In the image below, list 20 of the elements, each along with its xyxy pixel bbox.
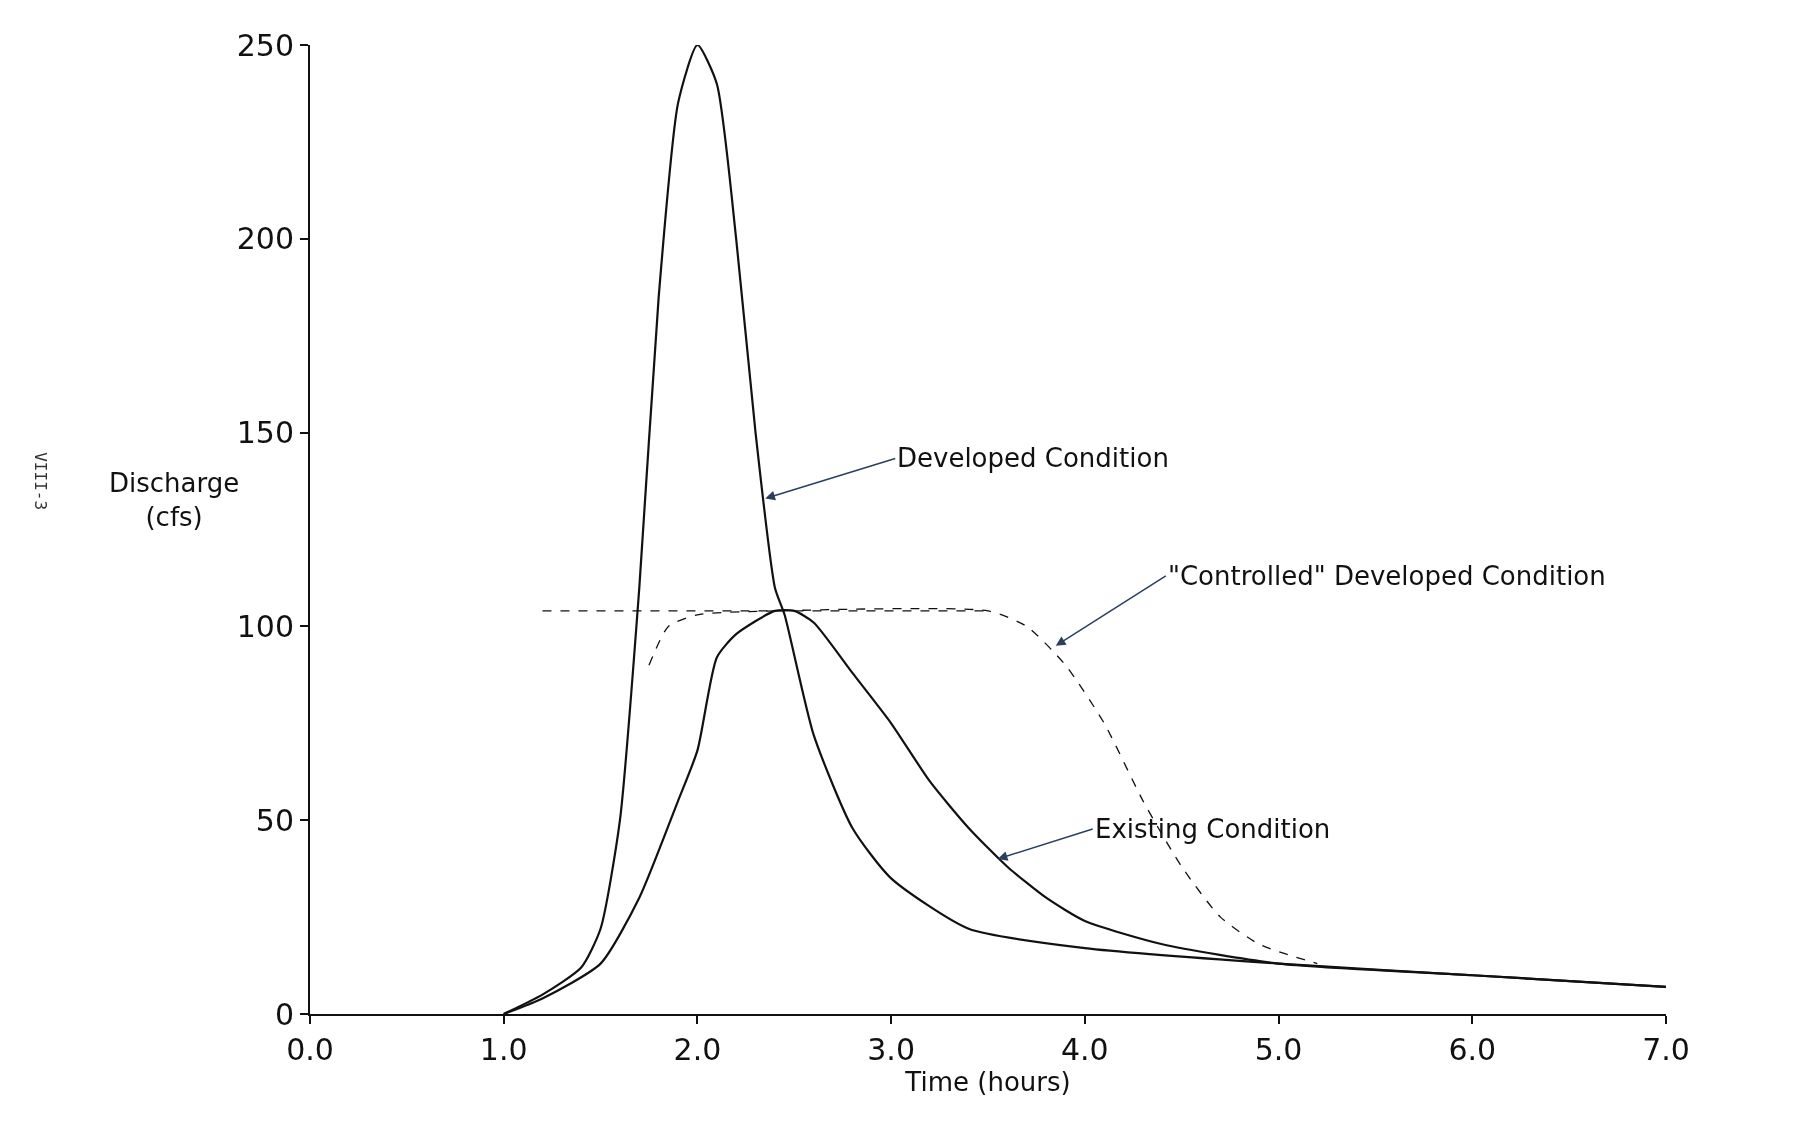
x-axis-title: Time (hours) (904, 1067, 1071, 1097)
y-tick-label: 200 (236, 221, 294, 257)
annotation: Developed Condition (897, 443, 1169, 473)
x-tick-label: 5.0 (1254, 1032, 1303, 1067)
annotation: Existing Condition (1095, 814, 1331, 844)
y-tick-label: 50 (255, 802, 294, 838)
text: VIII-3 (30, 452, 50, 511)
y-axis-title: Discharge (cfs) (109, 468, 240, 532)
x-tick-label: 0.0 (286, 1032, 334, 1067)
x-tick-label: 6.0 (1448, 1032, 1497, 1067)
y-tick-label: 150 (236, 415, 294, 451)
x-tick-label: 3.0 (867, 1032, 915, 1067)
annotation: "Controlled" Developed Condition (1168, 561, 1606, 591)
x-tick-label: 2.0 (673, 1032, 722, 1067)
y-tick-label: 0 (274, 996, 294, 1032)
y-tick-label: 250 (236, 27, 294, 63)
x-tick-label: 4.0 (1061, 1032, 1109, 1067)
y-tick-label: 100 (236, 608, 294, 644)
x-tick-label: 7.0 (1642, 1032, 1690, 1067)
x-tick-label: 1.0 (479, 1032, 528, 1067)
